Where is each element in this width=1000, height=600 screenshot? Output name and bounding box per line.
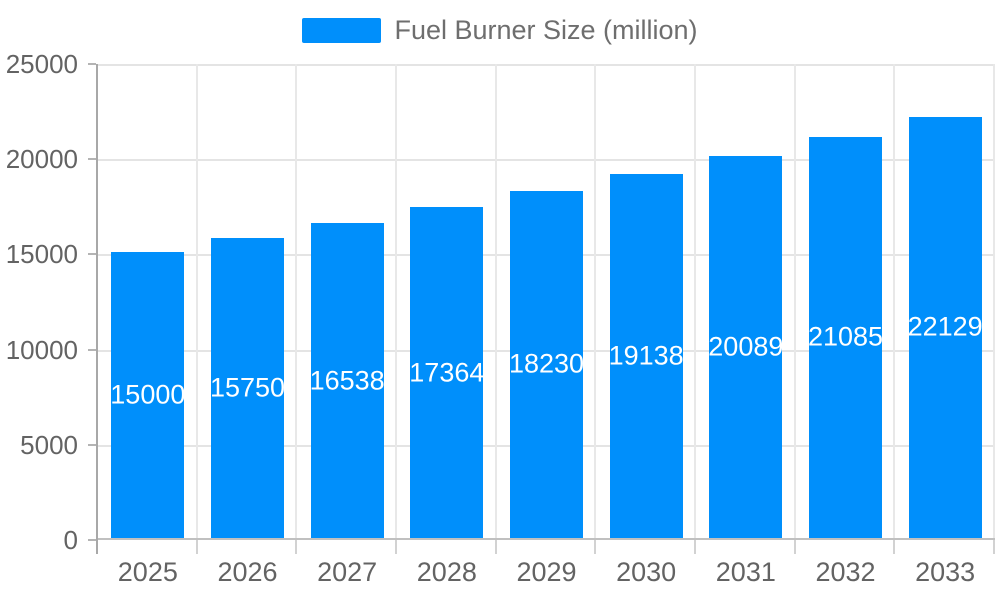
- x-axis-tick: [893, 540, 896, 554]
- y-tick-label: 20000: [5, 144, 78, 175]
- bar[interactable]: 16538: [309, 223, 385, 538]
- y-tick-label: 25000: [5, 49, 78, 79]
- gridline-vertical: [893, 64, 896, 538]
- y-axis-tick: [88, 443, 96, 446]
- bar[interactable]: 18230: [508, 190, 585, 538]
- y-axis-line: [96, 64, 98, 554]
- legend-item[interactable]: Fuel Burner Size (million): [0, 14, 1000, 46]
- legend-swatch: [302, 17, 382, 43]
- x-axis-tick: [694, 540, 696, 554]
- bar-value-label: 17364: [409, 357, 485, 388]
- y-axis-tick: [88, 348, 96, 351]
- gridline-vertical: [195, 64, 198, 538]
- x-axis-tick: [494, 540, 497, 554]
- y-axis-tick: [88, 539, 96, 541]
- gridline-vertical: [993, 64, 995, 538]
- y-tick-label: 5000: [20, 429, 78, 460]
- x-tick-label: 2028: [416, 557, 477, 587]
- bar[interactable]: 17364: [409, 207, 485, 538]
- y-axis-labels: 0 5000 10000 15000 20000 25000: [0, 51, 88, 553]
- bar-value-label: 15750: [209, 372, 286, 403]
- gridline-vertical: [395, 64, 397, 538]
- x-axis-tick: [295, 540, 298, 554]
- bar-value-label: 16538: [309, 365, 385, 396]
- bar[interactable]: 21085: [807, 136, 884, 538]
- bar[interactable]: 15000: [110, 252, 186, 538]
- y-tick-label: 0: [63, 525, 78, 555]
- x-tick-label: 2030: [616, 557, 677, 587]
- bar[interactable]: 15750: [209, 238, 286, 538]
- x-axis-tick: [395, 540, 397, 554]
- x-axis-tick: [793, 540, 796, 554]
- y-tick-label: 10000: [5, 334, 78, 365]
- gridline-horizontal: [98, 159, 995, 162]
- x-tick-label: 2027: [317, 557, 378, 587]
- y-tick-label: 15000: [5, 239, 78, 270]
- gridline-vertical: [694, 64, 696, 538]
- y-axis-tick: [88, 253, 96, 256]
- y-axis-tick: [88, 158, 96, 161]
- gridline-vertical: [793, 64, 796, 538]
- bar[interactable]: 20089: [708, 155, 784, 538]
- bar-value-label: 21085: [807, 321, 884, 352]
- x-tick-label: 2026: [217, 557, 278, 587]
- gridline-vertical: [594, 64, 597, 538]
- x-tick-label: 2031: [715, 557, 776, 587]
- x-axis-tick: [195, 540, 198, 554]
- x-tick-label: 2032: [815, 557, 876, 587]
- bar-value-label: 20089: [708, 331, 784, 362]
- y-axis-tick: [88, 63, 96, 65]
- x-tick-label: 2025: [117, 557, 178, 587]
- x-tick-label: 2029: [516, 557, 577, 587]
- bar-value-label: 18230: [508, 348, 585, 379]
- bar-value-label: 15000: [110, 379, 186, 410]
- x-axis-tick: [594, 540, 597, 554]
- x-axis-labels: 2025 2026 2027 2028 2029 2030 2031 2032 2033: [98, 540, 995, 590]
- bar[interactable]: 19138: [608, 173, 684, 538]
- gridline-vertical: [295, 64, 298, 538]
- gridline-horizontal: [98, 64, 995, 66]
- plot-area: 15000 15750 16538 17364 18230 19138 20089 21085…: [98, 64, 995, 540]
- bar-value-label: 22129: [907, 311, 983, 342]
- gridline-vertical: [494, 64, 497, 538]
- bar[interactable]: 22129: [907, 116, 983, 538]
- legend-label: Fuel Burner Size (million): [394, 15, 698, 45]
- x-axis-tick: [993, 540, 995, 554]
- x-tick-label: 2033: [915, 557, 976, 587]
- bar-value-label: 19138: [608, 340, 684, 371]
